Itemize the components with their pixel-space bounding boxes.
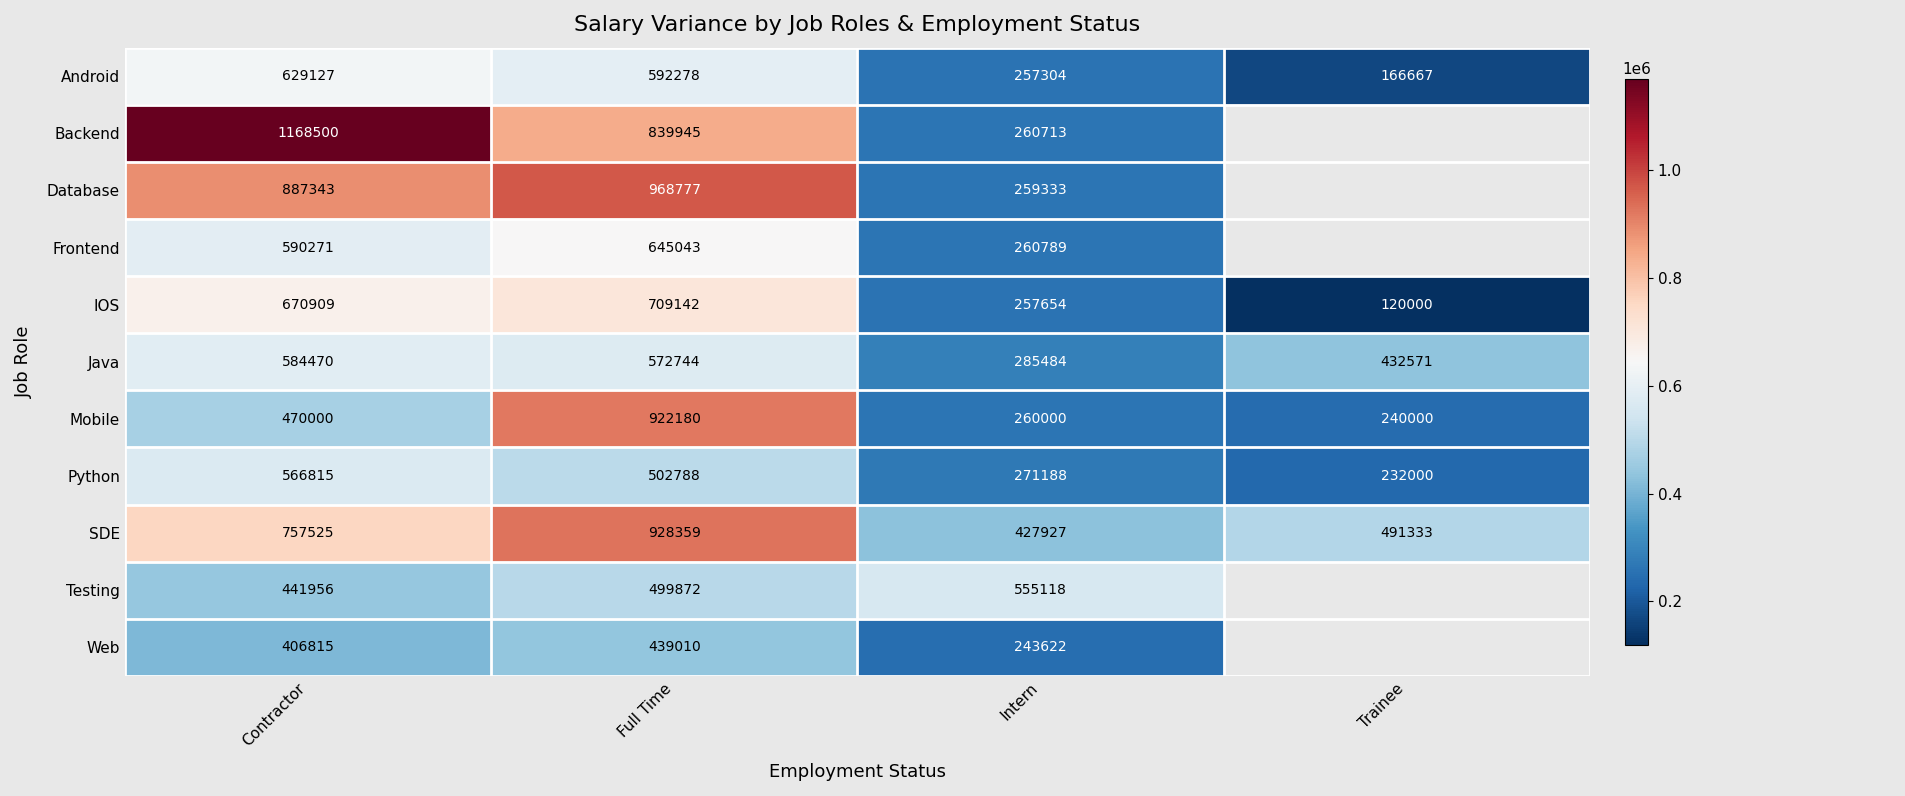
Bar: [857, 48, 1223, 105]
Bar: [126, 48, 491, 105]
Text: 491333: 491333: [1381, 526, 1433, 540]
Bar: [857, 505, 1223, 562]
Bar: [857, 447, 1223, 505]
Text: 922180: 922180: [648, 412, 701, 426]
Bar: [857, 334, 1223, 390]
Bar: [1223, 505, 1591, 562]
Bar: [1223, 219, 1591, 276]
Bar: [857, 105, 1223, 162]
Bar: [857, 162, 1223, 219]
Text: 968777: 968777: [648, 183, 701, 197]
Bar: [491, 505, 857, 562]
Y-axis label: Job Role: Job Role: [15, 326, 32, 398]
Bar: [126, 562, 491, 618]
Bar: [1223, 48, 1591, 105]
Text: 243622: 243622: [1013, 640, 1067, 654]
Text: 441956: 441956: [282, 583, 335, 597]
Title: 1e6: 1e6: [1621, 61, 1652, 76]
Bar: [491, 447, 857, 505]
Bar: [491, 618, 857, 676]
Bar: [1223, 390, 1591, 447]
Text: 502788: 502788: [648, 469, 701, 483]
Bar: [491, 48, 857, 105]
Text: 757525: 757525: [282, 526, 333, 540]
Bar: [1223, 276, 1591, 334]
Text: 629127: 629127: [282, 69, 335, 84]
Bar: [1223, 162, 1591, 219]
Text: 645043: 645043: [648, 240, 701, 255]
Bar: [491, 276, 857, 334]
Text: 1168500: 1168500: [276, 127, 339, 140]
Text: 271188: 271188: [1013, 469, 1067, 483]
Text: 928359: 928359: [648, 526, 701, 540]
Bar: [1223, 334, 1591, 390]
Bar: [491, 162, 857, 219]
Text: 566815: 566815: [282, 469, 335, 483]
Text: 427927: 427927: [1013, 526, 1067, 540]
Text: 572744: 572744: [648, 355, 701, 369]
Bar: [491, 105, 857, 162]
Title: Salary Variance by Job Roles & Employment Status: Salary Variance by Job Roles & Employmen…: [573, 15, 1141, 35]
X-axis label: Employment Status: Employment Status: [770, 763, 947, 781]
Text: 555118: 555118: [1013, 583, 1067, 597]
Bar: [857, 618, 1223, 676]
Text: 232000: 232000: [1381, 469, 1433, 483]
Text: 839945: 839945: [648, 127, 701, 140]
Bar: [126, 276, 491, 334]
Text: 406815: 406815: [282, 640, 335, 654]
Text: 584470: 584470: [282, 355, 333, 369]
Bar: [126, 334, 491, 390]
Bar: [1223, 562, 1591, 618]
Text: 470000: 470000: [282, 412, 333, 426]
Bar: [1223, 447, 1591, 505]
Bar: [126, 618, 491, 676]
Bar: [126, 105, 491, 162]
Text: 887343: 887343: [282, 183, 335, 197]
Bar: [857, 390, 1223, 447]
Bar: [1223, 105, 1591, 162]
Text: 257304: 257304: [1013, 69, 1067, 84]
Bar: [1223, 618, 1591, 676]
Text: 499872: 499872: [648, 583, 701, 597]
Bar: [857, 219, 1223, 276]
Bar: [857, 562, 1223, 618]
Text: 670909: 670909: [282, 298, 335, 312]
Bar: [491, 219, 857, 276]
Text: 166667: 166667: [1381, 69, 1433, 84]
Bar: [857, 276, 1223, 334]
Text: 260789: 260789: [1013, 240, 1067, 255]
Text: 260713: 260713: [1013, 127, 1067, 140]
Text: 592278: 592278: [648, 69, 701, 84]
Text: 260000: 260000: [1013, 412, 1067, 426]
Text: 709142: 709142: [648, 298, 701, 312]
Bar: [126, 219, 491, 276]
Bar: [491, 334, 857, 390]
Text: 285484: 285484: [1013, 355, 1067, 369]
Bar: [491, 562, 857, 618]
Text: 590271: 590271: [282, 240, 335, 255]
Bar: [126, 447, 491, 505]
Text: 439010: 439010: [648, 640, 701, 654]
Bar: [491, 390, 857, 447]
Bar: [126, 162, 491, 219]
Bar: [126, 505, 491, 562]
Text: 257654: 257654: [1013, 298, 1067, 312]
Text: 120000: 120000: [1381, 298, 1433, 312]
Text: 259333: 259333: [1013, 183, 1067, 197]
Text: 432571: 432571: [1381, 355, 1433, 369]
Bar: [126, 390, 491, 447]
Text: 240000: 240000: [1381, 412, 1433, 426]
